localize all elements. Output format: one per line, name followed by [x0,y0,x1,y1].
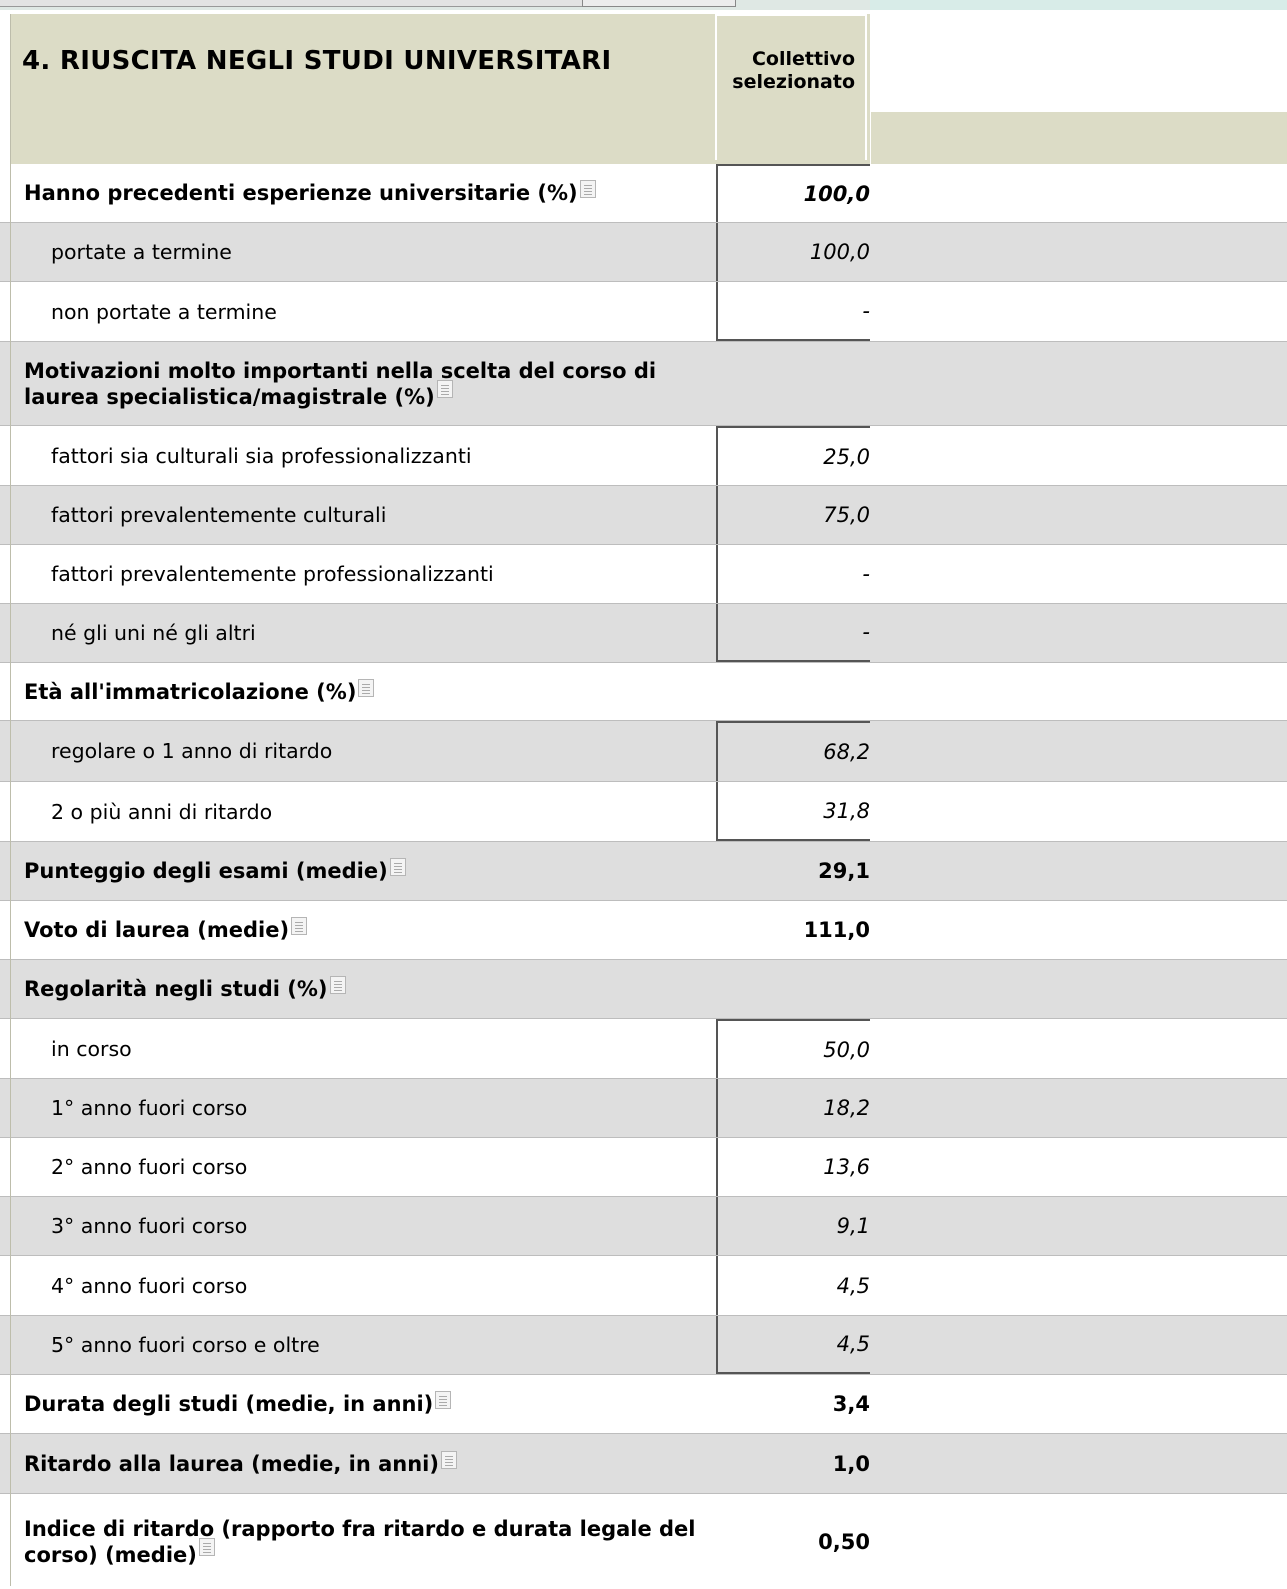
data-table: Hanno precedenti esperienze universitari… [0,164,1287,1589]
note-icon[interactable] [579,180,596,198]
row-value: 31,8 [716,782,870,841]
row-label: Ritardo alla laurea (medie, in anni) [24,1434,457,1493]
table-row: Motivazioni molto importanti nella scelt… [0,342,1287,426]
section-title: 4. RIUSCITA NEGLI STUDI UNIVERSITARI [22,46,612,76]
row-label: Regolarità negli studi (%) [24,960,346,1018]
row-label: Durata degli studi (medie, in anni) [24,1375,452,1433]
row-label: fattori prevalentemente culturali [51,503,387,527]
table-row: né gli uni né gli altri - [0,604,1287,663]
table-row: Durata degli studi (medie, in anni) 3,4 [0,1375,1287,1434]
note-icon[interactable] [389,858,406,876]
row-label: 1° anno fuori corso [51,1096,248,1120]
table-row: fattori prevalentemente professionalizza… [0,545,1287,604]
note-icon[interactable] [198,1537,215,1556]
row-value: - [716,545,870,603]
top-gray-bar [0,0,582,7]
row-label: 3° anno fuori corso [51,1214,248,1238]
row-value: 68,2 [716,721,870,781]
row-value: - [716,604,870,662]
row-label: regolare o 1 anno di ritardo [51,739,333,763]
table-row: fattori sia culturali sia professionaliz… [0,426,1287,486]
row-label: 4° anno fuori corso [51,1273,248,1298]
row-label: Indice di ritardo (rapporto fra ritardo … [24,1516,696,1567]
row-value: 75,0 [716,486,870,544]
top-teal-bar [870,0,1287,10]
row-value: 13,6 [716,1138,870,1196]
table-row: regolare o 1 anno di ritardo 68,2 [0,721,1287,782]
table-row: 5° anno fuori corso e oltre 4,5 [0,1316,1287,1375]
row-value: 100,0 [716,164,870,222]
note-icon[interactable] [436,379,453,398]
row-label: Età all'immatricolazione (%) [24,663,375,720]
row-label: fattori prevalentemente professionalizza… [51,562,494,586]
table-row: Hanno precedenti esperienze universitari… [0,164,1287,223]
row-label: né gli uni né gli altri [51,621,256,645]
table-row: 2 o più anni di ritardo 31,8 [0,782,1287,842]
top-strip [0,0,1287,10]
table-row: non portate a termine - [0,282,1287,342]
row-value: 18,2 [716,1079,870,1137]
row-value: 9,1 [716,1197,870,1255]
table-row: Voto di laurea (medie) 111,0 [0,901,1287,960]
row-label: 2° anno fuori corso [51,1155,248,1179]
row-label: 5° anno fuori corso e oltre [51,1333,320,1357]
table-left-border [10,14,11,1586]
row-value: 111,0 [803,918,870,942]
table-row: 3° anno fuori corso 9,1 [0,1197,1287,1256]
section-header: 4. RIUSCITA NEGLI STUDI UNIVERSITARI Col… [10,14,870,164]
table-row: Indice di ritardo (rapporto fra ritardo … [0,1494,1287,1589]
row-label: Punteggio degli esami (medie) [24,842,406,900]
table-row: Ritardo alla laurea (medie, in anni) 1,0 [0,1434,1287,1494]
row-value [716,342,870,425]
row-value: - [716,282,870,341]
note-icon[interactable] [291,917,308,935]
table-row: fattori prevalentemente culturali 75,0 [0,486,1287,545]
row-label: Hanno precedenti esperienze universitari… [24,164,596,222]
note-icon[interactable] [440,1450,457,1469]
table-row: 4° anno fuori corso 4,5 [0,1256,1287,1316]
top-tab[interactable] [582,0,736,7]
row-value: 50,0 [716,1019,870,1078]
note-icon[interactable] [358,678,375,697]
row-value: 3,4 [832,1392,870,1416]
row-label: in corso [51,1036,132,1061]
row-value: 25,0 [716,426,870,485]
row-value: 4,5 [716,1316,870,1374]
column-header-collettivo: Collettivo selezionato [715,14,867,160]
row-value [716,960,870,1018]
row-value: 1,0 [832,1451,870,1476]
row-label: portate a termine [51,240,232,264]
row-label: Voto di laurea (medie) [24,901,308,959]
table-row: 2° anno fuori corso 13,6 [0,1138,1287,1197]
row-label: non portate a termine [51,299,277,324]
note-icon[interactable] [435,1391,452,1409]
row-value: 100,0 [716,223,870,281]
column-header-line1: Collettivo [751,48,855,70]
row-value: 29,1 [818,859,870,883]
row-label: Motivazioni molto importanti nella scelt… [24,358,657,409]
table-row: Età all'immatricolazione (%) [0,663,1287,721]
row-value: 4,5 [716,1256,870,1315]
row-label: fattori sia culturali sia professionaliz… [51,443,472,468]
header-right-strip [871,112,1287,164]
column-header-line2: selezionato [732,71,855,93]
row-value [716,663,870,720]
note-icon[interactable] [329,976,346,994]
table-row: in corso 50,0 [0,1019,1287,1079]
row-value: 0,50 [818,1529,870,1554]
row-label: 2 o più anni di ritardo [51,799,273,824]
table-row: Punteggio degli esami (medie) 29,1 [0,842,1287,901]
table-row: portate a termine 100,0 [0,223,1287,282]
table-row: 1° anno fuori corso 18,2 [0,1079,1287,1138]
table-row: Regolarità negli studi (%) [0,960,1287,1019]
